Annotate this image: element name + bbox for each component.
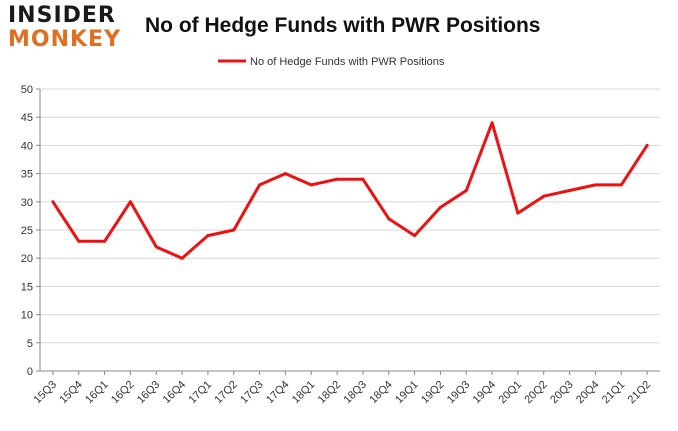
data-point-19Q4 [490,121,494,125]
data-point-19Q2 [438,205,442,209]
data-point-16Q1 [103,239,107,243]
x-tick-label: 15Q4 [57,379,85,407]
x-tick-label: 17Q1 [187,379,215,407]
data-point-18Q1 [309,183,313,187]
data-point-17Q4 [283,172,287,176]
x-tick-label: 20Q3 [548,379,576,407]
x-tick-label: 18Q3 [342,379,370,407]
x-tick-label: 16Q2 [109,379,137,407]
x-tick-label: 19Q2 [419,379,447,407]
logo-text-bottom: MONKEY [8,27,122,52]
x-tick-label: 16Q4 [161,379,189,407]
data-point-18Q3 [361,177,365,181]
x-tick-label: 16Q1 [83,379,111,407]
data-point-16Q2 [128,200,132,204]
x-tick-label: 20Q4 [574,379,602,407]
x-tick-label: 17Q4 [264,379,292,407]
y-tick-label: 45 [21,112,33,124]
x-tick-label: 15Q3 [32,379,60,407]
x-tick-label: 19Q1 [393,379,421,407]
x-tick-label: 19Q4 [471,379,499,407]
legend-label: No of Hedge Funds with PWR Positions [250,56,445,68]
data-point-18Q4 [387,217,391,221]
data-point-19Q1 [413,234,417,238]
y-tick-label: 50 [21,84,33,96]
y-tick-label: 10 [21,310,33,322]
data-point-17Q2 [232,228,236,232]
x-tick-label: 17Q2 [212,379,240,407]
x-tick-label: 20Q1 [497,379,525,407]
x-tick-label: 18Q1 [290,379,318,407]
x-tick-label: 18Q2 [316,379,344,407]
x-tick-label: 17Q3 [238,379,266,407]
axes [36,88,660,375]
y-tick-label: 5 [27,338,33,350]
data-point-21Q2 [645,143,649,147]
data-point-18Q2 [335,177,339,181]
y-tick-label: 0 [27,366,33,378]
series [51,121,649,260]
x-tick-label: 16Q3 [135,379,163,407]
series-line [51,121,649,260]
data-point-20Q3 [568,189,572,193]
y-tick-label: 20 [21,253,33,265]
y-axis-tick-labels: 0 5 10 15 20 25 30 35 40 45 50 [21,84,33,378]
y-tick-label: 25 [21,225,33,237]
data-point-16Q4 [180,256,184,260]
data-point-21Q1 [619,183,623,187]
insider-monkey-logo: INSIDER MONKEY [8,4,128,56]
data-point-19Q3 [464,189,468,193]
x-tick-label: 21Q2 [626,379,654,407]
data-point-17Q3 [258,183,262,187]
data-point-15Q4 [77,239,81,243]
logo-text-top: INSIDER [8,3,116,28]
legend: No of Hedge Funds with PWR Positions [218,56,445,68]
y-tick-label: 15 [21,281,33,293]
gridlines [40,88,660,344]
y-tick-label: 35 [21,169,33,181]
y-tick-label: 30 [21,197,33,209]
data-point-20Q2 [542,194,546,198]
data-point-16Q3 [154,245,158,249]
x-tick-label: 21Q1 [600,379,628,407]
data-point-17Q1 [206,234,210,238]
x-tick-label: 20Q2 [522,379,550,407]
x-tick-label: 19Q3 [445,379,473,407]
data-point-15Q3 [51,200,55,204]
data-point-20Q4 [593,183,597,187]
data-point-20Q1 [516,211,520,215]
x-axis-tick-labels: 15Q315Q416Q116Q216Q316Q417Q117Q217Q317Q4… [32,379,654,407]
chart-title: No of Hedge Funds with PWR Positions [145,14,541,37]
y-tick-label: 40 [21,140,33,152]
x-tick-label: 18Q4 [367,379,395,407]
